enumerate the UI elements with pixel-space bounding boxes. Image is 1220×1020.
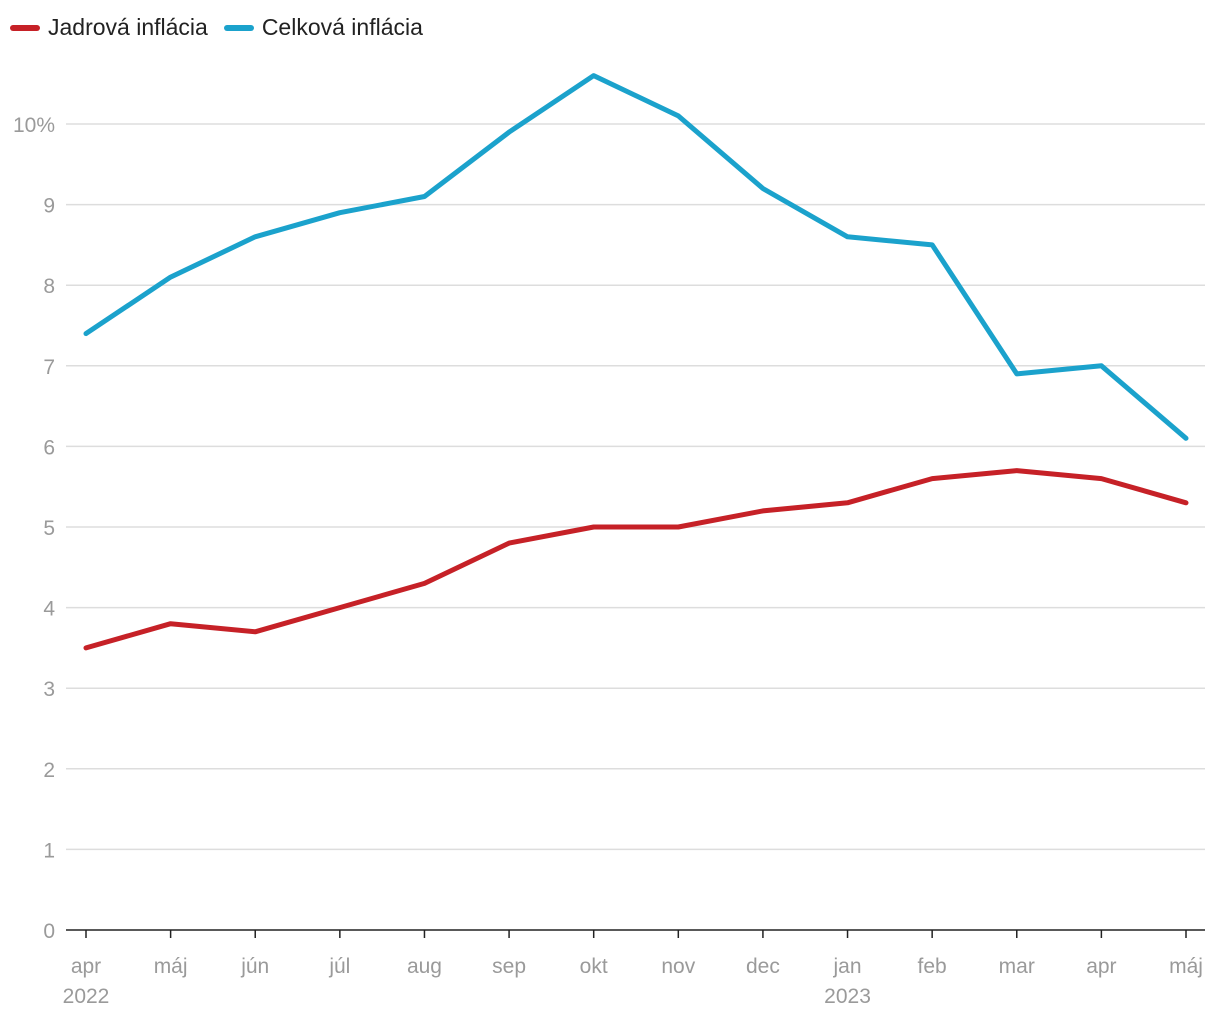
y-tick-label-10: 10% [13,114,55,137]
series-lines [83,73,1189,651]
legend-label-celkova-inflacia: Celková inflácia [261,14,423,40]
x-tick-label-7: nov [661,955,695,978]
y-tick-label-1: 1 [43,839,55,862]
x-tick-label-0: apr [71,955,101,978]
x-tick-label-12: apr [1086,955,1116,978]
y-tick-label-9: 9 [43,195,55,218]
x-tick-label-6: okt [580,955,608,978]
x-year-label-2023: 2023 [824,985,871,1008]
series-line-jadrova-inflacia [83,468,1189,651]
x-tick-label-3: júl [328,955,350,978]
legend-label-jadrova-inflacia: Jadrová inflácia [48,14,208,40]
y-tick-label-3: 3 [43,678,55,701]
x-tick-label-13: máj [1169,955,1203,978]
x-axis-labels: apr máj jún júl aug sep okt nov dec jan feb mar apr m… [63,955,1203,1008]
x-tick-label-9: jan [833,955,862,978]
y-tick-label-8: 8 [43,275,55,298]
x-tick-label-8: dec [746,955,780,978]
chart-legend: Jadrová inflácia Celková inflácia [10,14,439,41]
x-tick-label-2: jún [240,955,269,978]
y-tick-label-5: 5 [43,517,55,540]
y-tick-label-4: 4 [43,598,55,621]
y-axis-labels: 0 1 2 3 4 5 6 7 8 9 10% [13,114,55,943]
legend-swatch-celkova-inflacia [223,24,254,31]
gridlines [66,123,1205,851]
x-tick-label-5: sep [492,955,526,978]
y-tick-label-7: 7 [43,356,55,379]
legend-item-jadrova-inflacia: Jadrová inflácia [10,14,208,41]
x-tick-label-4: aug [407,955,442,978]
y-tick-label-0: 0 [43,920,55,943]
y-tick-label-6: 6 [43,436,55,459]
legend-item-celkova-inflacia: Celková inflácia [223,14,423,41]
series-line-celkova-inflacia [83,73,1189,441]
x-tick-label-1: máj [154,955,188,978]
x-year-label-2022: 2022 [63,985,110,1008]
x-tick-label-11: mar [999,955,1035,978]
x-tick-label-10: feb [918,955,947,978]
y-tick-label-2: 2 [43,759,55,782]
legend-swatch-jadrova-inflacia [10,24,40,31]
x-axis [66,929,1205,938]
